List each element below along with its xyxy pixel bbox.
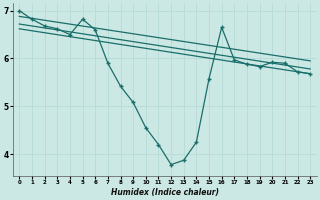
X-axis label: Humidex (Indice chaleur): Humidex (Indice chaleur) <box>111 188 219 197</box>
